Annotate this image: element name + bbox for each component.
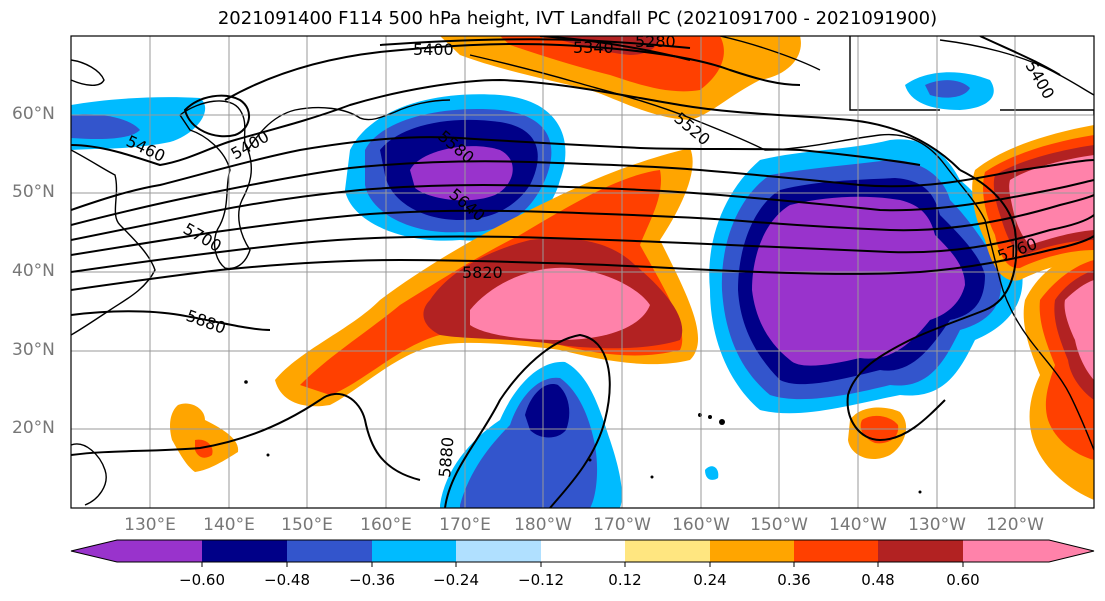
contour-label: 5400 bbox=[413, 40, 454, 59]
colorbar-segment bbox=[878, 540, 963, 562]
colorbar-tick-label: −0.36 bbox=[349, 571, 395, 589]
colorbar-segment-lower-extend bbox=[71, 540, 117, 562]
colorbar-tick-label: −0.60 bbox=[179, 571, 225, 589]
contour-label: 5880 bbox=[435, 436, 457, 478]
colorbar-segment bbox=[372, 540, 456, 562]
ivt-negative-west-pacific bbox=[345, 94, 566, 241]
colorbar-segment bbox=[710, 540, 794, 562]
colorbar-outline bbox=[70, 539, 1095, 563]
lon-label: 160°W bbox=[672, 515, 730, 535]
colorbar-segment bbox=[456, 540, 541, 562]
lon-label: 150°E bbox=[281, 515, 333, 535]
lat-label: 50°N bbox=[12, 182, 55, 202]
ivt-negative-south bbox=[440, 361, 622, 508]
colorbar-tick-label: −0.24 bbox=[433, 571, 479, 589]
colorbar-segment bbox=[625, 540, 710, 562]
colorbar bbox=[70, 539, 1095, 567]
lon-label: 150°W bbox=[750, 515, 808, 535]
lat-label: 30°N bbox=[12, 340, 55, 360]
colorbar-segment-upper-extend bbox=[1049, 540, 1094, 562]
colorbar-segment bbox=[541, 540, 625, 562]
lon-label: 180°W bbox=[514, 515, 572, 535]
ivt-negative-far-west bbox=[71, 97, 206, 150]
map-title: 2021091400 F114 500 hPa height, IVT Land… bbox=[217, 8, 938, 29]
colorbar-tick-label: −0.12 bbox=[518, 571, 564, 589]
ivt-positive-west-coast bbox=[1023, 250, 1094, 500]
lat-label: 20°N bbox=[12, 418, 55, 438]
lon-label: 160°E bbox=[360, 515, 412, 535]
islands bbox=[244, 380, 922, 494]
colorbar-tick-label: 0.36 bbox=[777, 571, 811, 589]
lon-label: 130°W bbox=[908, 515, 966, 535]
colorbar-segment bbox=[287, 540, 372, 562]
contour-label: 5340 bbox=[573, 38, 614, 57]
lon-label: 170°E bbox=[439, 515, 491, 535]
colorbar-segment bbox=[202, 540, 287, 562]
map-frame bbox=[70, 35, 1095, 509]
colorbar-segment bbox=[794, 540, 878, 562]
ivt-positive-north bbox=[440, 36, 801, 120]
colorbar-tick-label: −0.48 bbox=[264, 571, 310, 589]
ivt-positive-central bbox=[275, 148, 699, 407]
lon-label: 140°W bbox=[829, 515, 887, 535]
colorbar-tick-label: 0.60 bbox=[946, 571, 980, 589]
height-contours bbox=[71, 36, 1094, 508]
lon-label: 170°W bbox=[593, 515, 651, 535]
ivt-positive-small-patches bbox=[170, 72, 994, 480]
gridlines bbox=[71, 36, 1094, 508]
colorbar-tick-label: 0.24 bbox=[693, 571, 727, 589]
lat-label: 60°N bbox=[12, 104, 55, 124]
colorbar-tick-label: 0.48 bbox=[861, 571, 895, 589]
lon-label: 130°E bbox=[124, 515, 176, 535]
colorbar-segment bbox=[117, 540, 202, 562]
contour-label: 5280 bbox=[635, 32, 676, 51]
colorbar-segment bbox=[963, 540, 1049, 562]
lon-label: 120°W bbox=[986, 515, 1044, 535]
lat-label: 40°N bbox=[12, 261, 55, 281]
contour-label: 5820 bbox=[462, 263, 503, 282]
colorbar-tick-label: 0.12 bbox=[608, 571, 642, 589]
lon-label: 140°E bbox=[203, 515, 255, 535]
